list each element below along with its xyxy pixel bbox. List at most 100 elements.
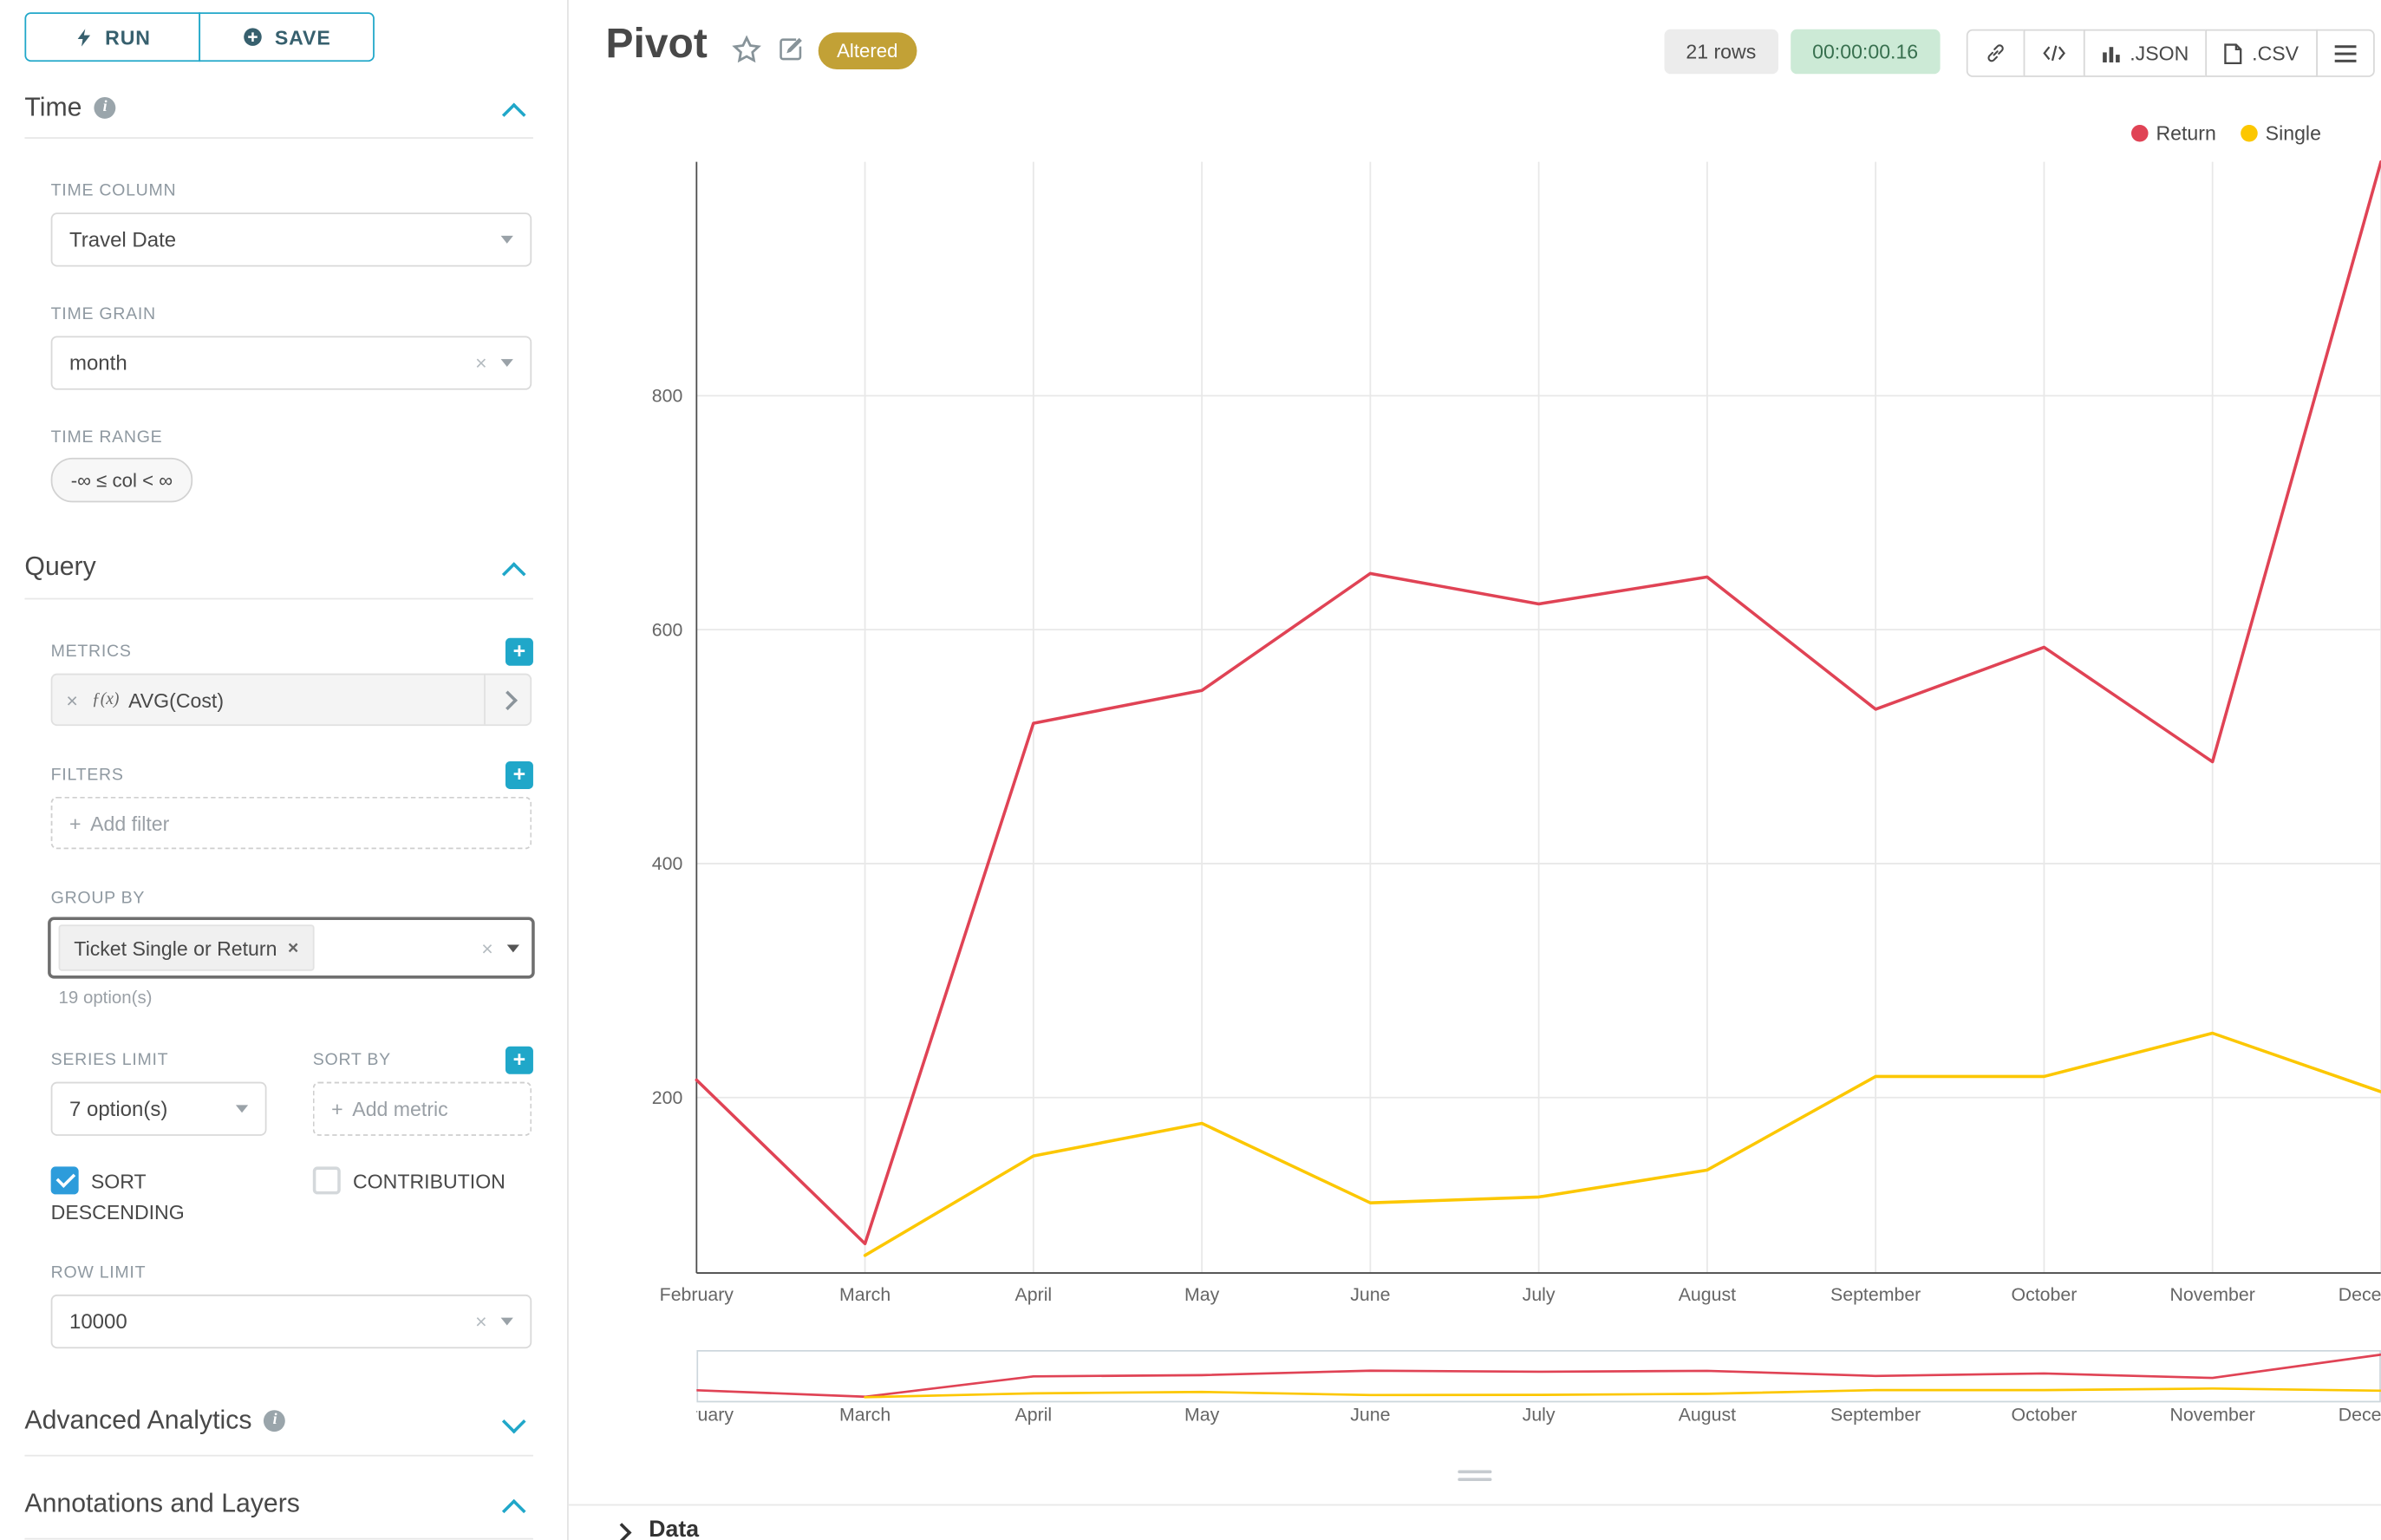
advanced-analytics-header[interactable]: Advanced Analytics [24, 1405, 286, 1437]
add-sort-metric-button[interactable]: + [505, 1046, 533, 1074]
sort-descending-label: SORT DESCENDING [50, 1169, 185, 1224]
row-count-badge: 21 rows [1664, 29, 1778, 75]
chevron-down-icon [235, 1105, 249, 1113]
svg-text:February: February [696, 1405, 734, 1426]
remove-metric-icon[interactable]: × [66, 688, 78, 712]
svg-text:August: August [1679, 1405, 1736, 1426]
row-limit-value: 10000 [68, 1309, 127, 1334]
time-grain-value: month [68, 351, 127, 375]
bar-chart-icon [2103, 46, 2120, 62]
svg-text:October: October [2012, 1284, 2078, 1305]
code-icon [2043, 45, 2065, 62]
advanced-analytics-title: Advanced Analytics [24, 1405, 252, 1435]
panel-resize-handle[interactable] [1458, 1478, 1492, 1481]
panel-resize-handle[interactable] [1458, 1470, 1492, 1474]
time-column-label: TIME COLUMN [50, 181, 177, 201]
svg-text:April: April [1015, 1284, 1053, 1305]
legend-item-return[interactable]: Return [2131, 121, 2216, 145]
section-divider [24, 1454, 533, 1457]
contribution-checkbox[interactable] [312, 1166, 341, 1195]
time-column-select[interactable]: Travel Date [50, 212, 532, 267]
menu-button[interactable] [2315, 29, 2375, 77]
add-filter-dropzone[interactable]: + Add filter [50, 796, 532, 850]
svg-text:July: July [1523, 1405, 1556, 1426]
clear-icon[interactable]: × [475, 351, 487, 375]
link-icon [1987, 44, 2004, 62]
contribution-option: CONTRIBUTION [312, 1166, 575, 1197]
svg-text:April: April [1015, 1405, 1053, 1426]
save-label: SAVE [274, 25, 331, 49]
time-range-value: -∞ ≤ col < ∞ [70, 469, 173, 492]
group-by-chip-label: Ticket Single or Return [74, 936, 277, 960]
sort-by-dropzone[interactable]: + Add metric [312, 1081, 532, 1136]
contribution-label: CONTRIBUTION [353, 1169, 506, 1193]
svg-text:November: November [2170, 1284, 2255, 1305]
metrics-label: METRICS [50, 643, 132, 662]
run-label: RUN [105, 25, 151, 49]
expand-metric-button[interactable] [484, 675, 530, 725]
sort-descending-option: SORT DESCENDING [50, 1166, 236, 1228]
share-link-button[interactable] [1966, 29, 2025, 77]
export-csv-label: .CSV [2252, 41, 2299, 65]
add-filter-button[interactable]: + [505, 760, 533, 789]
svg-text:September: September [1830, 1405, 1921, 1426]
collapse-section-icon[interactable] [501, 1498, 526, 1524]
query-section-title: Query [24, 551, 96, 582]
sort-descending-checkbox[interactable] [50, 1166, 79, 1195]
group-by-options-hint: 19 option(s) [58, 989, 153, 1008]
expand-section-icon[interactable] [501, 1409, 526, 1434]
edit-icon[interactable] [777, 36, 805, 63]
time-grain-select[interactable]: month × [50, 336, 532, 390]
legend-item-single[interactable]: Single [2241, 121, 2321, 145]
remove-chip-icon[interactable]: × [287, 936, 299, 959]
run-button[interactable]: RUN [24, 12, 201, 62]
favorite-star-icon[interactable] [730, 34, 762, 66]
embed-code-button[interactable] [2023, 29, 2085, 77]
expand-data-panel-icon[interactable] [611, 1523, 632, 1540]
add-metric-placeholder: Add metric [352, 1097, 448, 1121]
chart-legend: Return Single [2131, 121, 2321, 145]
data-panel-title[interactable]: Data [649, 1516, 700, 1540]
data-panel-divider [568, 1504, 2381, 1506]
file-icon [2224, 42, 2242, 64]
time-column-value: Travel Date [68, 228, 177, 251]
svg-text:800: 800 [652, 386, 683, 407]
export-json-button[interactable]: .JSON [2083, 29, 2208, 77]
svg-text:July: July [1523, 1284, 1556, 1305]
return-series-dot [2131, 124, 2149, 142]
chart-zoom-minimap[interactable]: February March April May June July August Septe… [696, 1349, 2381, 1430]
row-limit-label: ROW LIMIT [50, 1263, 147, 1282]
save-button[interactable]: SAVE [199, 12, 375, 62]
collapse-section-icon[interactable] [501, 102, 526, 127]
chart-title: Pivot [605, 20, 708, 67]
section-divider [24, 1537, 533, 1540]
clear-icon[interactable]: × [481, 936, 493, 960]
time-section-header[interactable]: Time [24, 93, 116, 124]
add-filter-placeholder: Add filter [90, 811, 170, 835]
query-section-header[interactable]: Query [24, 551, 95, 583]
plus-circle-icon [244, 28, 263, 46]
section-divider [24, 137, 533, 139]
collapse-section-icon[interactable] [501, 562, 526, 586]
time-range-pill[interactable]: -∞ ≤ col < ∞ [50, 457, 193, 503]
add-metric-button[interactable]: + [505, 637, 533, 666]
annotations-section-header[interactable]: Annotations and Layers [24, 1489, 299, 1520]
lightning-icon [77, 28, 91, 46]
info-icon [264, 1410, 286, 1432]
group-by-select[interactable]: Ticket Single or Return × × [48, 917, 535, 979]
export-csv-button[interactable]: .CSV [2205, 29, 2318, 77]
clear-icon[interactable]: × [475, 1309, 487, 1334]
group-by-chip[interactable]: Ticket Single or Return × [58, 924, 315, 971]
metric-chip[interactable]: × ƒ(x) AVG(Cost) [50, 673, 532, 727]
svg-text:October: October [2012, 1405, 2078, 1426]
plus-icon: + [331, 1097, 343, 1121]
series-limit-value: 7 option(s) [68, 1097, 168, 1121]
svg-text:May: May [1184, 1284, 1220, 1305]
run-save-buttons: RUN SAVE [24, 12, 375, 62]
series-limit-select[interactable]: 7 option(s) [50, 1081, 267, 1136]
svg-text:June: June [1350, 1284, 1390, 1305]
row-limit-select[interactable]: 10000 × [50, 1294, 532, 1349]
hamburger-icon [2333, 44, 2356, 62]
line-chart: 200 400 600 800 February March April May June Jul… [652, 160, 2381, 1305]
